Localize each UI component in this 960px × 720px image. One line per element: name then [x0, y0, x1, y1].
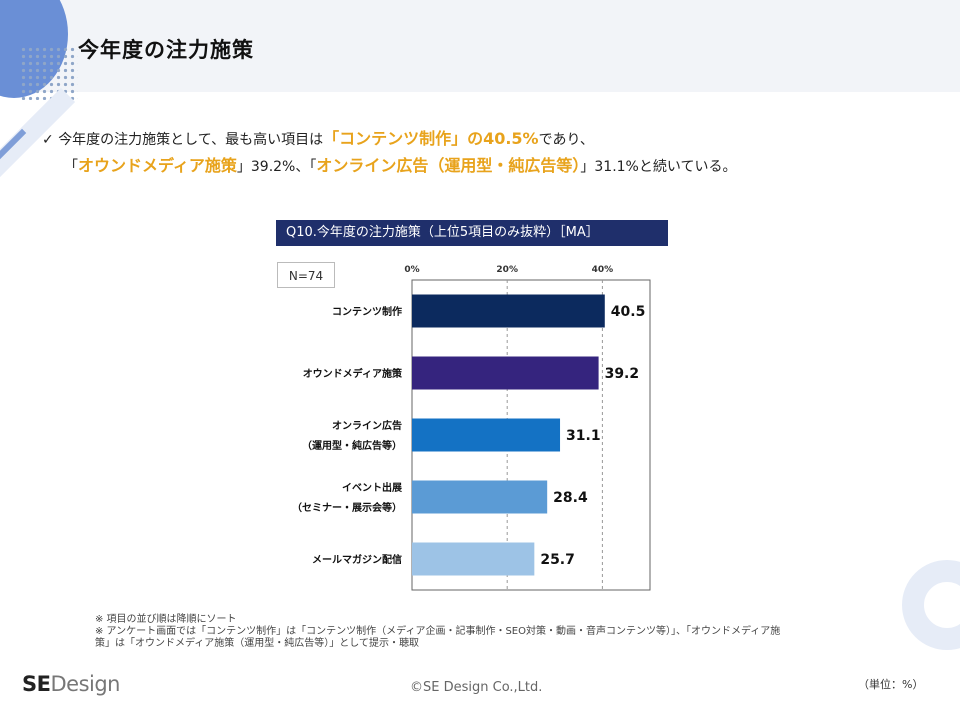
bar	[412, 418, 561, 452]
brand-logo: SEDesign	[22, 672, 120, 696]
header-band	[0, 0, 960, 92]
summary-text: ✓ 今年度の注力施策として、最も高い項目は「コンテンツ制作」の40.5%であり、…	[42, 126, 922, 180]
sample-size-box: N=74	[277, 262, 335, 288]
decorative-ring	[902, 560, 960, 650]
page-title: 今年度の注力施策	[78, 38, 254, 62]
footnotes: ※ 項目の並び順は降順にソート ※ アンケート画面では「コンテンツ制作」は「コン…	[95, 614, 865, 650]
x-tick-label: 40%	[592, 265, 614, 275]
x-tick-label: 0%	[404, 265, 419, 275]
summary-highlight: オウンドメディア施策	[78, 156, 237, 175]
unit-label: （単位：%）	[858, 678, 924, 691]
data-label: 25.7	[540, 552, 575, 568]
bar-chart: 0% 20% 40% 40.5 コンテンツ制作 39.2 オウンドメディア施策 31.1 オンラ…	[292, 265, 651, 591]
data-label: 39.2	[605, 366, 640, 382]
category-label: （セミナー・展示会等）	[292, 501, 402, 514]
category-label: イベント出展	[342, 481, 402, 494]
data-label: 40.5	[611, 304, 646, 320]
summary-text-part: 「	[64, 159, 78, 175]
footnote-line: 策」は「オウンドメディア施策（運用型・純広告等）」として提示・聴取	[95, 638, 419, 649]
summary-highlight: 「コンテンツ制作」の40.5%	[323, 129, 539, 148]
bar	[412, 542, 535, 576]
bar	[412, 356, 599, 390]
footnote-line: ※ アンケート画面では「コンテンツ制作」は「コンテンツ制作（メディア企画・記事制…	[95, 626, 781, 637]
bar	[412, 480, 548, 514]
question-title: Q10.今年度の注力施策（上位5項目のみ抜粋）［MA］	[276, 220, 668, 246]
category-label: （運用型・純広告等）	[302, 439, 402, 452]
summary-text-part: 」39.2%、「	[236, 159, 317, 175]
data-label: 28.4	[553, 490, 588, 506]
summary-line-2: 「オウンドメディア施策」39.2%、「オンライン広告（運用型・純広告等）」31.…	[42, 153, 922, 180]
summary-text-part: であり、	[538, 132, 594, 148]
brand-logo-se: SE	[22, 672, 51, 696]
brand-logo-design: Design	[50, 672, 120, 696]
summary-line-1: ✓ 今年度の注力施策として、最も高い項目は「コンテンツ制作」の40.5%であり、	[42, 126, 922, 153]
bar	[412, 294, 605, 328]
category-label: メールマガジン配信	[312, 553, 402, 566]
summary-text-part: 」31.1%と続いている。	[580, 159, 737, 175]
summary-text-part: 今年度の注力施策として、最も高い項目は	[58, 132, 324, 148]
x-tick-label: 20%	[496, 265, 518, 275]
decorative-dots	[20, 46, 78, 100]
footnote-line: ※ 項目の並び順は降順にソート	[95, 614, 237, 625]
copyright: ©SE Design Co.,Ltd.	[410, 680, 543, 695]
category-label: コンテンツ制作	[332, 305, 402, 318]
category-label: オウンドメディア施策	[303, 367, 403, 380]
data-label: 31.1	[566, 428, 601, 444]
category-label: オンライン広告	[332, 419, 402, 432]
check-icon: ✓	[42, 132, 54, 148]
summary-highlight: オンライン広告（運用型・純広告等）	[316, 156, 581, 175]
